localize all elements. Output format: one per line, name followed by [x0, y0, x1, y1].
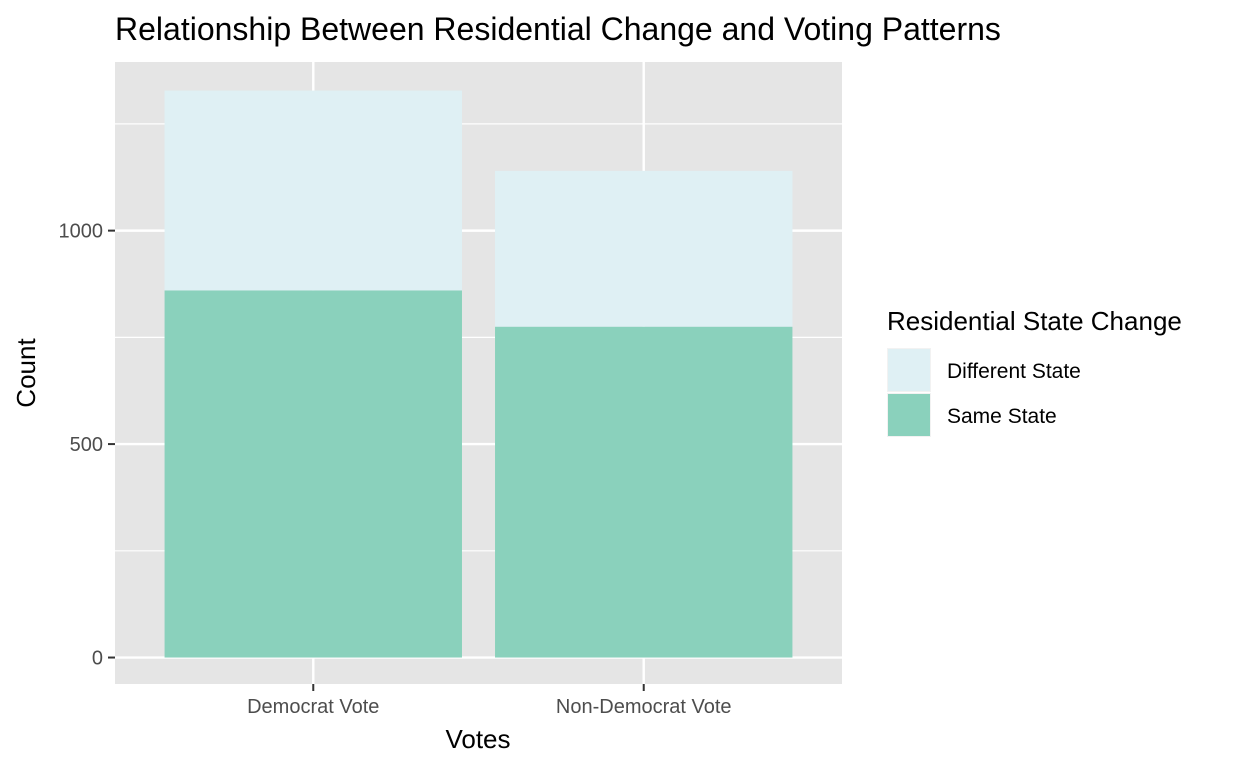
y-tick-label: 1000	[59, 221, 104, 243]
legend-title: Residential State Change	[887, 306, 1182, 336]
y-tick-label: 0	[92, 648, 103, 670]
x-axis-title: Votes	[445, 724, 510, 754]
x-axis: Democrat Vote Non-Democrat Vote	[247, 684, 732, 718]
bar-different-state	[164, 90, 462, 291]
y-axis: 0 500 1000	[59, 221, 115, 670]
legend-label: Different State	[947, 360, 1081, 383]
legend-label: Same State	[947, 405, 1057, 428]
legend-swatch	[888, 349, 930, 391]
bar-stacks	[164, 90, 793, 658]
x-tick-label: Democrat Vote	[247, 696, 379, 718]
legend-item-same-state: Same State	[887, 393, 1057, 437]
legend-item-different-state: Different State	[887, 348, 1081, 392]
legend-swatch	[888, 394, 930, 436]
legend: Residential State Change Different State…	[887, 306, 1182, 437]
chart-title: Relationship Between Residential Change …	[115, 11, 1001, 47]
x-tick-label: Non-Democrat Vote	[556, 696, 732, 718]
y-tick-label: 500	[70, 434, 103, 456]
bar-different-state	[495, 170, 793, 327]
legend-items: Different State Same State	[887, 348, 1081, 437]
y-axis-title: Count	[11, 338, 41, 408]
bar-same-state	[495, 326, 793, 658]
bar-same-state	[164, 290, 462, 658]
